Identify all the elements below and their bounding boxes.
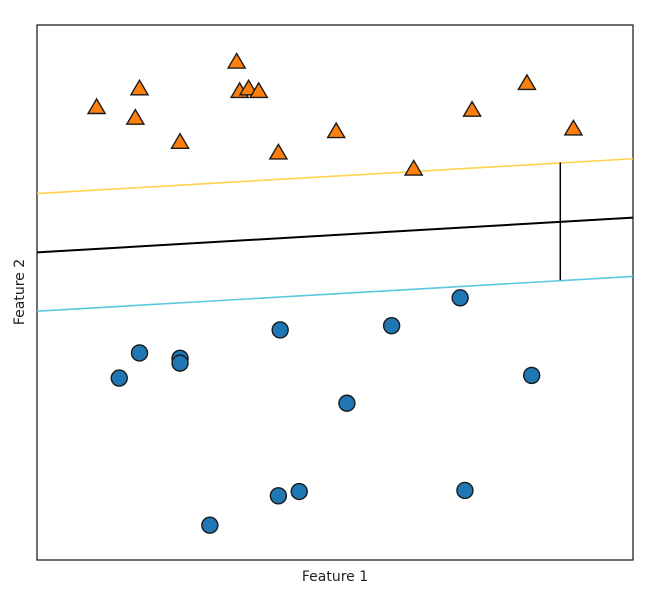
triangle-point xyxy=(129,78,150,96)
triangle-point xyxy=(226,52,247,69)
points-layer xyxy=(86,52,584,534)
triangle-point xyxy=(326,121,346,139)
circle-point xyxy=(290,482,308,501)
triangle-point xyxy=(268,143,289,160)
triangle-point xyxy=(563,118,584,136)
circle-point xyxy=(269,487,288,505)
circle-point xyxy=(171,354,189,372)
decision-boundary-line xyxy=(36,216,634,254)
lower-margin-line xyxy=(36,275,634,313)
circle-point xyxy=(456,481,474,500)
triangle-point xyxy=(238,78,259,96)
upper-margin-line xyxy=(36,157,634,195)
plot-area xyxy=(36,24,634,561)
x-axis-label: Feature 1 xyxy=(302,569,368,585)
circle-point xyxy=(130,344,149,362)
lines-layer xyxy=(36,157,634,313)
triangle-point xyxy=(403,159,424,176)
triangle-point xyxy=(462,100,482,117)
circle-point xyxy=(271,321,289,339)
circle-point xyxy=(382,316,401,335)
circle-point xyxy=(338,394,356,412)
circle-point xyxy=(451,289,469,307)
y-axis-label: Feature 2 xyxy=(12,259,28,325)
triangle-point xyxy=(170,132,190,149)
circle-point xyxy=(522,366,541,385)
triangle-point xyxy=(125,108,146,125)
circle-point xyxy=(110,369,128,387)
triangle-point xyxy=(248,81,269,99)
triangle-point xyxy=(517,73,537,91)
circle-point xyxy=(201,516,219,534)
triangle-point xyxy=(86,97,107,115)
